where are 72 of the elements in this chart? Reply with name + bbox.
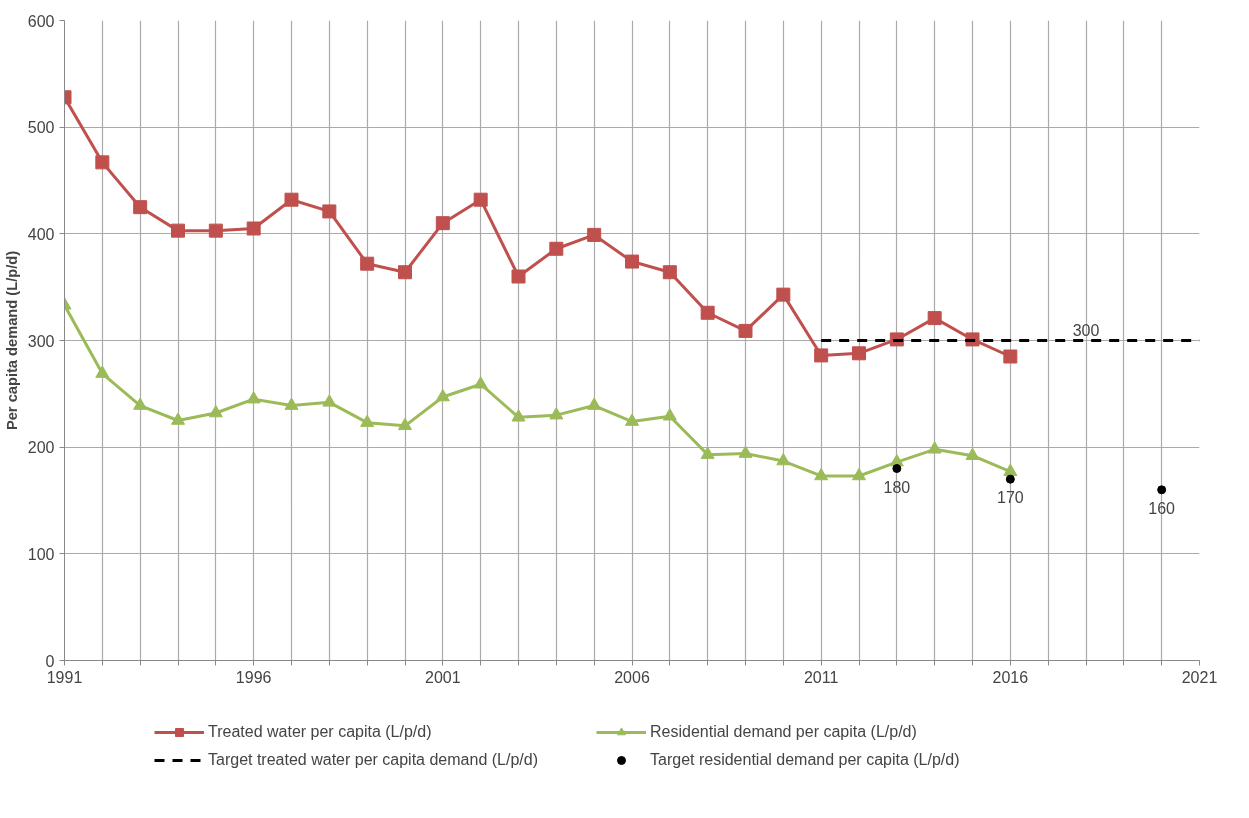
point [549, 241, 564, 256]
point [662, 265, 677, 280]
point [700, 305, 715, 320]
point [776, 453, 791, 466]
point [171, 223, 185, 238]
point [208, 405, 223, 418]
point [1005, 474, 1015, 484]
x-tick-label: 2001 [425, 668, 461, 686]
point [587, 227, 602, 242]
point [1003, 463, 1018, 476]
legend-label: Residential demand per capita (L/p/d) [650, 723, 918, 741]
point [322, 204, 337, 219]
point [511, 269, 526, 284]
x-tick-label: 2011 [803, 668, 839, 686]
point [511, 409, 526, 422]
point [549, 407, 564, 420]
y-tick-label: 600 [27, 12, 55, 30]
point [95, 155, 110, 170]
annotation: 300 [1072, 321, 1100, 339]
point [284, 397, 299, 410]
legend-label: Target treated water per capita demand (L/p/d) [208, 751, 539, 769]
point [927, 311, 942, 326]
point [892, 464, 902, 473]
point [133, 397, 148, 410]
point [246, 221, 261, 236]
point [1003, 349, 1018, 364]
x-tick-label: 1996 [235, 668, 272, 686]
y-axis-title: Per capita demand (L/p/d) [3, 250, 20, 431]
point [360, 256, 375, 271]
point [738, 323, 753, 338]
point [435, 216, 450, 231]
x-tick-label: 1991 [46, 668, 83, 686]
y-tick-label: 300 [27, 332, 55, 350]
point [814, 467, 829, 481]
x-tick-label: 2016 [992, 668, 1029, 686]
point [587, 397, 602, 410]
point [625, 254, 639, 269]
y-tick-label: 400 [27, 225, 55, 243]
point [625, 413, 639, 426]
point [360, 414, 375, 427]
point [473, 192, 488, 207]
point [927, 441, 942, 454]
x-tick-label: 2006 [614, 668, 650, 686]
point [662, 408, 677, 421]
y-tick-label: 200 [27, 439, 55, 457]
point [208, 223, 223, 238]
point [284, 192, 299, 207]
data-label: 170 [996, 489, 1024, 507]
point [814, 348, 829, 363]
point [700, 446, 715, 459]
point [322, 394, 337, 407]
legend-label: Target residential demand per capita (L/p/d) [650, 751, 961, 769]
point [738, 445, 753, 458]
point [171, 412, 185, 425]
point [435, 389, 450, 402]
point [473, 376, 488, 389]
point [246, 391, 261, 404]
point [133, 200, 148, 215]
data-label: 180 [883, 478, 911, 496]
y-tick-label: 100 [27, 545, 55, 563]
point [852, 346, 866, 361]
legend-label: Treated water per capita (L/p/d) [208, 723, 433, 741]
point [398, 265, 412, 280]
point [776, 287, 791, 302]
point [95, 365, 110, 378]
y-tick-label: 500 [27, 119, 55, 137]
point [398, 417, 412, 431]
point [852, 467, 866, 481]
y-tick-label: 0 [45, 652, 55, 670]
point [965, 447, 980, 460]
data-label: 160 [1148, 499, 1176, 517]
x-tick-label: 2021 [1181, 668, 1218, 686]
